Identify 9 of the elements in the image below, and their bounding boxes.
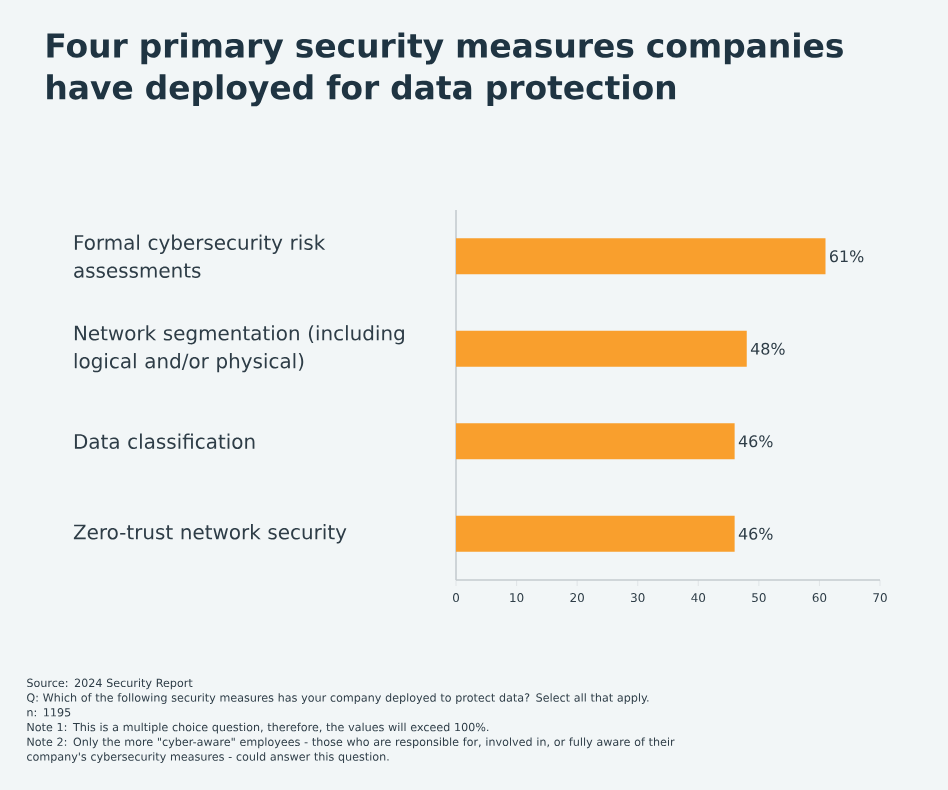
bar — [456, 238, 826, 275]
y-tick-label: Network segmentation (including logical and/or physical) — [74, 325, 404, 373]
chart-title: Four primary security measures companies have deployed for data protection — [47, 32, 843, 107]
y-tick-label: Zero-trust network security — [73, 524, 347, 544]
bar — [456, 330, 747, 367]
bar — [456, 423, 735, 460]
y-tick-label: Data classification — [74, 433, 255, 449]
bar — [456, 515, 735, 552]
y-tick-label: Formal cybersecurity risk assessments — [74, 234, 326, 278]
